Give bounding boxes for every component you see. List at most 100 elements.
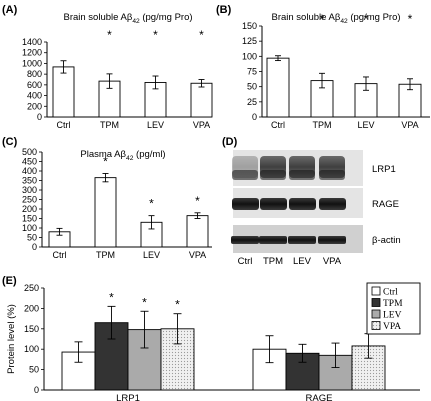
panel-label: (A): [2, 4, 18, 16]
y-tick-label: 100: [22, 223, 37, 233]
panel-label: (B): [216, 4, 232, 16]
y-tick-label: 125: [242, 36, 257, 46]
bar-tpm: [94, 322, 129, 391]
y-tick-label: 150: [22, 214, 37, 224]
blot-band: [232, 170, 258, 180]
y-tick-label: 100: [24, 344, 39, 354]
panel-label: (C): [2, 136, 18, 148]
y-tick-label: 400: [27, 91, 42, 101]
y-tick-label: 0: [252, 112, 257, 122]
significance-star: *: [408, 12, 413, 26]
significance-star: *: [107, 28, 112, 42]
legend-swatch: [371, 286, 381, 296]
x-tick-label: VPA: [193, 120, 210, 130]
y-tick-label: 350: [22, 176, 37, 186]
x-tick-label: TPM: [100, 120, 119, 130]
blot-band: [232, 198, 259, 210]
blot-row-label: RAGE: [372, 199, 399, 210]
y-tick-label: 75: [247, 67, 257, 77]
blot-lane-label: Ctrl: [238, 256, 253, 267]
significance-star: *: [175, 298, 180, 312]
blot-row-label: β-actin: [372, 235, 401, 246]
blot-band: [319, 170, 345, 180]
blot-row: [232, 150, 363, 186]
y-tick-label: 250: [22, 195, 37, 205]
y-tick-label: 50: [29, 365, 39, 375]
legend-label: TPM: [383, 299, 403, 309]
x-tick-label: VPA: [189, 250, 206, 260]
blot-band: [288, 236, 316, 244]
blot-band: [231, 236, 259, 244]
legend-label: LEV: [383, 311, 402, 321]
blot-lane-label: TPM: [263, 256, 283, 267]
y-tick-label: 25: [247, 97, 257, 107]
blot-lane-label: LEV: [293, 256, 312, 267]
y-tick-label: 500: [22, 147, 37, 157]
x-tick-label: LEV: [147, 120, 164, 130]
significance-star: *: [320, 12, 325, 26]
significance-star: *: [109, 290, 114, 304]
western-blot-panel: (D) LRP1 RAGE β-actin Ctrl TPM LEV VPA: [222, 136, 401, 267]
significance-star: *: [195, 194, 200, 208]
blot-band: [259, 236, 287, 244]
legend-label: VPA: [383, 322, 401, 332]
y-tick-label: 50: [27, 233, 37, 243]
chart-title: Brain soluble Aβ42 (pg/mg Pro): [63, 12, 192, 25]
y-tick-label: 400: [22, 166, 37, 176]
legend-swatch: [371, 298, 381, 307]
significance-star: *: [153, 28, 158, 42]
blot-row-label: LRP1: [372, 164, 396, 175]
y-tick-label: 200: [22, 204, 37, 214]
y-tick-label: 800: [27, 69, 42, 79]
legend-swatch: [371, 321, 381, 330]
x-tick-label: RAGE: [306, 393, 333, 401]
legend-label: Ctrl: [383, 288, 398, 298]
chart-title: Brain soluble Aβ42 (pg/mg Pro): [271, 12, 400, 25]
bar: [266, 57, 290, 118]
blot-band: [260, 198, 287, 210]
significance-star: *: [149, 197, 154, 211]
panel-label: (D): [222, 136, 238, 148]
x-tick-label: Ctrl: [271, 120, 285, 130]
bar: [94, 177, 117, 248]
blot-band: [260, 170, 286, 180]
x-tick-label: LEV: [143, 250, 160, 260]
panel-b: (B) 0 25 50 75 100 125 150 Brain soluble Aβ42 (p…: [216, 4, 430, 130]
x-tick-label: TPM: [313, 120, 332, 130]
x-tick-label: LEV: [357, 120, 374, 130]
bar: [186, 215, 209, 248]
x-tick-label: Ctrl: [53, 250, 67, 260]
y-tick-label: 150: [242, 21, 257, 31]
y-tick-label: 1200: [22, 48, 42, 58]
y-tick-label: 600: [27, 80, 42, 90]
blot-row: [232, 188, 363, 218]
x-tick-label: VPA: [401, 120, 418, 130]
x-tick-label: LRP1: [116, 393, 140, 401]
y-tick-label: 50: [247, 82, 257, 92]
y-tick-label: 0: [37, 112, 42, 122]
x-tick-label: Ctrl: [57, 120, 71, 130]
panel-e: (E) 0 50 100 150 200 250 Protein level (%) * * * LR…: [2, 275, 421, 401]
y-tick-label: 450: [22, 157, 37, 167]
y-tick-label: 200: [27, 101, 42, 111]
blot-band: [289, 198, 316, 210]
significance-star: *: [364, 12, 369, 26]
y-tick-label: 0: [32, 242, 37, 252]
y-tick-label: 150: [24, 324, 39, 334]
significance-star: *: [199, 28, 204, 42]
blot-row: [231, 225, 363, 253]
chart-title: Plasma Aβ42 (pg/ml): [80, 149, 165, 162]
significance-star: *: [103, 154, 108, 168]
legend-swatch: [371, 309, 381, 319]
blot-band: [289, 170, 315, 180]
y-tick-label: 250: [24, 283, 39, 293]
y-tick-label: 0: [34, 385, 39, 395]
panel-label: (E): [2, 275, 17, 287]
y-tick-label: 100: [242, 51, 257, 61]
blot-band: [319, 198, 346, 210]
x-tick-label: TPM: [96, 250, 115, 260]
